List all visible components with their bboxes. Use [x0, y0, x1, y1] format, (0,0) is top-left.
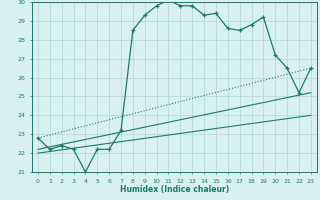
X-axis label: Humidex (Indice chaleur): Humidex (Indice chaleur): [120, 185, 229, 194]
